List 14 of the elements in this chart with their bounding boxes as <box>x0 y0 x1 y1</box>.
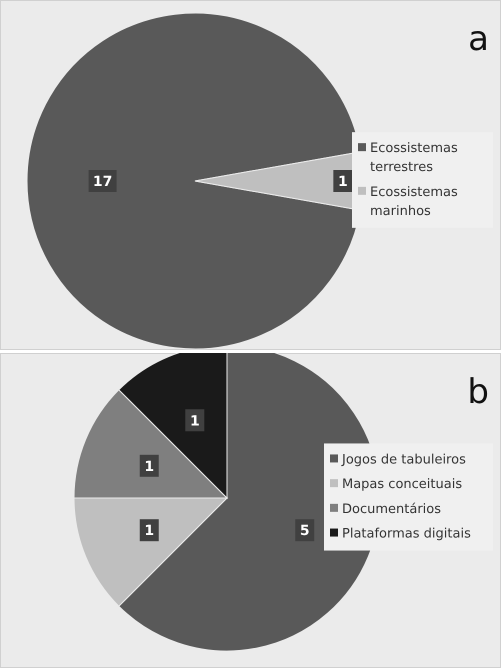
data-label: 1 <box>338 174 348 190</box>
legend-label: Mapas conceituais <box>342 477 462 492</box>
data-label: 1 <box>144 458 154 475</box>
chart-title: a <box>468 19 489 59</box>
data-label: 17 <box>92 174 112 190</box>
legend-label: Ecossistemas terrestres <box>370 141 458 176</box>
data-label: 1 <box>190 413 200 430</box>
text: b <box>467 372 489 412</box>
legend-label: Plataformas digitais <box>342 526 472 542</box>
data-label: 5 <box>300 523 310 540</box>
legend-label: Documentários <box>342 502 442 517</box>
legend-label: Jogos de tabuleiros <box>341 452 466 468</box>
data-label: 1 <box>144 523 154 540</box>
legend-label: Ecossistemas marinhos <box>370 184 458 219</box>
